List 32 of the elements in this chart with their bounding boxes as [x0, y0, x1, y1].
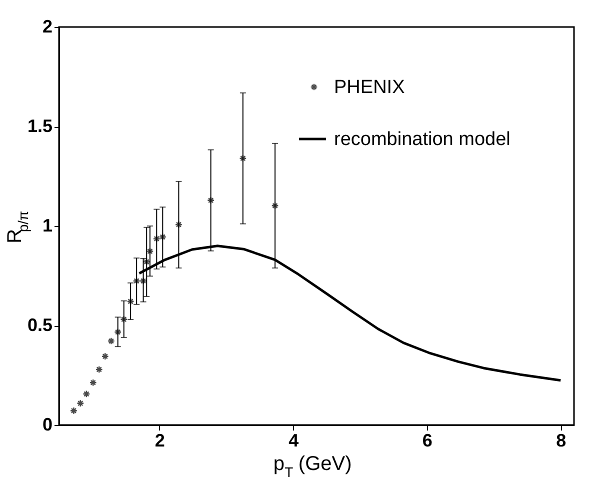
legend-label: PHENIX: [334, 77, 406, 98]
point: [139, 277, 148, 285]
point: [89, 378, 97, 386]
y-tick-label: 1.5: [27, 116, 52, 136]
point: [101, 352, 109, 360]
point: [107, 337, 115, 345]
y-tick-label: 0: [42, 414, 52, 434]
point: [158, 233, 166, 241]
legend-label: recombination model: [334, 129, 510, 150]
point: [239, 154, 247, 162]
point: [82, 390, 90, 398]
x-tick-label: 8: [556, 430, 566, 450]
y-tick-label: 1: [42, 216, 52, 236]
point: [207, 196, 215, 204]
point: [114, 328, 122, 336]
point: [76, 399, 84, 408]
point: [142, 258, 150, 266]
point: [132, 277, 140, 285]
y-axis-title: Rp/π: [4, 210, 31, 244]
point: [95, 366, 103, 374]
point: [146, 247, 154, 256]
point: [120, 316, 128, 324]
y-tick-label: 0.5: [27, 315, 52, 335]
x-tick-label: 4: [288, 430, 299, 450]
point: [174, 220, 183, 228]
x-tick-label: 6: [422, 430, 432, 450]
point: [152, 234, 160, 243]
point: [70, 406, 78, 414]
point: [271, 202, 279, 210]
x-tick-label: 2: [154, 430, 165, 450]
y-tick-label: 2: [42, 16, 52, 36]
point: [126, 298, 134, 306]
